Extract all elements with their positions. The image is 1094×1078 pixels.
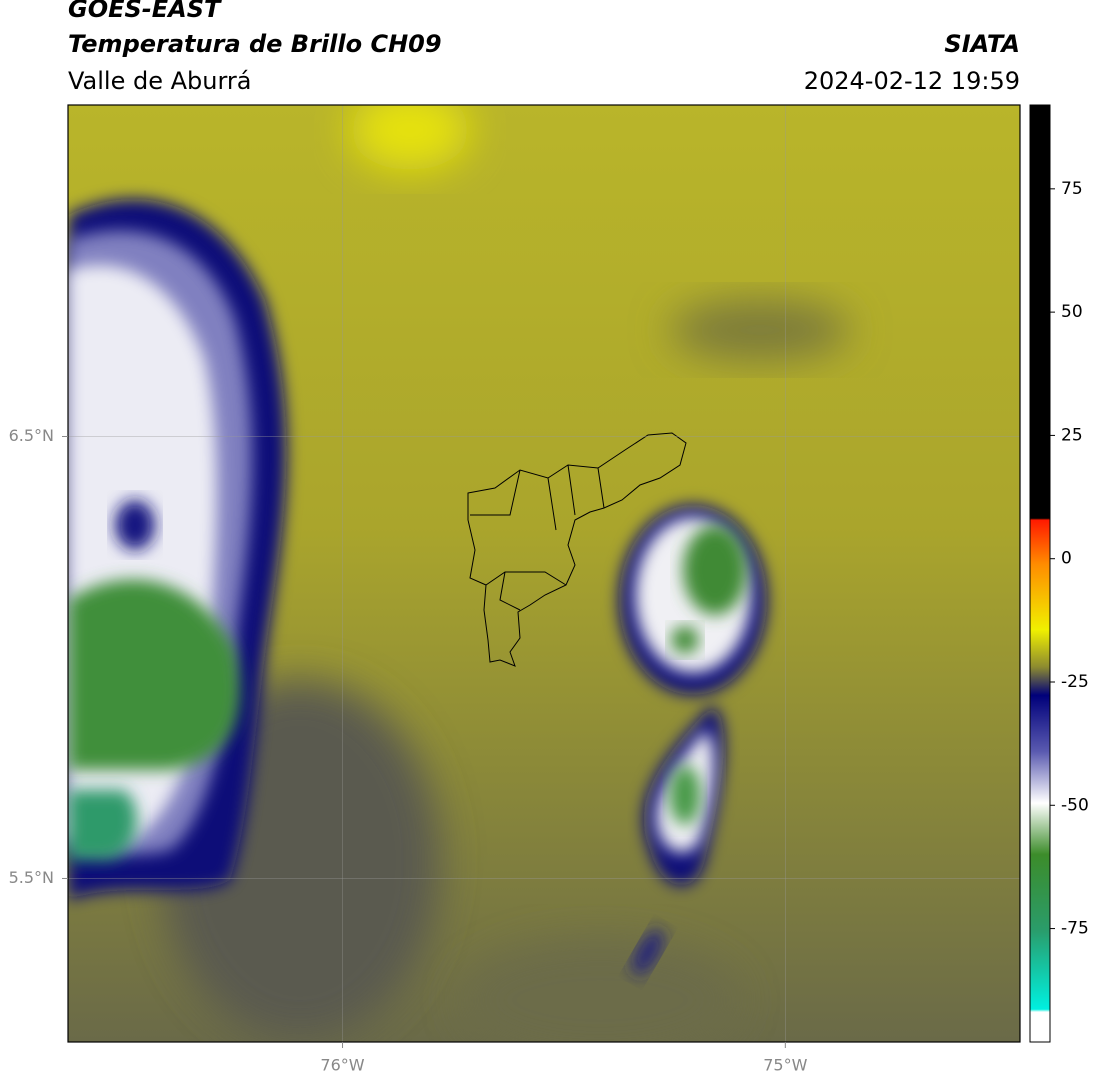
cloud-top xyxy=(669,765,701,825)
valley-boundary xyxy=(467,432,687,667)
shade xyxy=(670,300,850,360)
x-tick-label: 76°W xyxy=(320,1056,364,1075)
cloud-top xyxy=(68,790,137,860)
cloud-edge xyxy=(115,500,155,550)
source: SIATA xyxy=(944,30,1020,58)
colorbar-tick-label: -50 xyxy=(1061,795,1089,815)
colorbar xyxy=(1029,104,1051,1043)
colorbar-tick-label: 25 xyxy=(1061,425,1083,445)
cloud-top xyxy=(671,626,699,654)
y-tick-label: 5.5°N xyxy=(9,868,54,887)
region: Valle de Aburrá xyxy=(68,67,252,95)
subtitle: Temperatura de Brillo CH09 xyxy=(68,30,442,58)
cloud-top xyxy=(683,525,747,615)
colorbar-tick-label: 75 xyxy=(1061,179,1083,199)
colorbar-tick-label: -75 xyxy=(1061,919,1089,939)
colorbar-tick-label: 0 xyxy=(1061,549,1072,569)
cloud-edge xyxy=(632,928,664,976)
warm-area xyxy=(350,105,470,170)
colorbar-tick-label: 50 xyxy=(1061,302,1083,322)
title: GOES-EAST xyxy=(68,0,222,23)
cloud-top xyxy=(68,579,240,770)
x-tick-label: 75°W xyxy=(763,1056,807,1075)
satellite-image xyxy=(68,105,1020,1042)
map-frame xyxy=(67,104,1021,1043)
grid xyxy=(68,105,1020,1042)
colorbar-tick-label: -25 xyxy=(1061,672,1089,692)
shade xyxy=(460,940,740,1042)
y-tick-label: 6.5°N xyxy=(9,426,54,445)
datetime: 2024-02-12 19:59 xyxy=(804,67,1020,95)
